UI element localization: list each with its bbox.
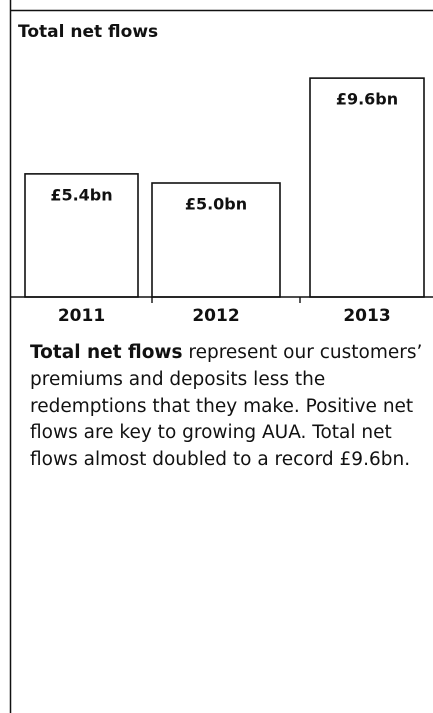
value-label: £9.6bn xyxy=(336,90,398,109)
description-text: represent our customers’ premiums and de… xyxy=(30,342,423,471)
value-label: £5.0bn xyxy=(185,195,247,214)
x-tick-label: 2012 xyxy=(192,306,239,326)
bar xyxy=(24,173,139,298)
x-tick-label: 2013 xyxy=(343,306,390,326)
x-tick-label: 2011 xyxy=(58,306,105,326)
chart-title: Total net flows xyxy=(18,22,158,42)
value-label: £5.4bn xyxy=(50,185,112,204)
description-bold: Total net flows xyxy=(30,342,183,363)
description: Total net flows represent our customers’… xyxy=(30,340,425,474)
bar xyxy=(151,182,281,298)
bar xyxy=(309,77,425,298)
